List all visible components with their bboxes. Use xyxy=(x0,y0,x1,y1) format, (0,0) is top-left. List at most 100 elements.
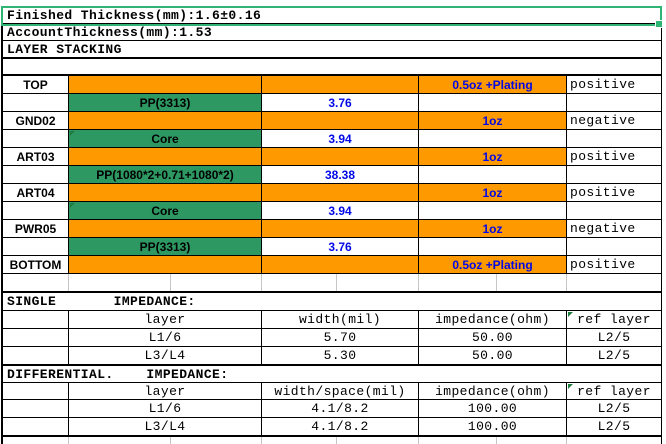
cell-differential-impedance-title[interactable]: DIFFERENTIAL. IMPEDANCE: xyxy=(3,366,661,382)
cell-empty[interactable] xyxy=(3,400,69,417)
cell-copper-layer-bar[interactable] xyxy=(69,76,262,93)
cell-copper-layer-bar[interactable] xyxy=(69,112,262,129)
cell-empty[interactable] xyxy=(3,383,69,399)
cell-finished-thickness[interactable]: Finished Thickness(mm):1.6±0.16 xyxy=(3,7,661,23)
cell-empty[interactable] xyxy=(3,166,69,183)
cell-empty[interactable] xyxy=(419,130,567,147)
cell-single-impedance-title[interactable]: SINGLE IMPEDANCE: xyxy=(3,293,661,310)
cell-layer-name[interactable]: ART04 xyxy=(3,184,69,201)
cell-ref-layer[interactable]: L2/5 xyxy=(567,329,661,346)
col-header-layer[interactable]: layer xyxy=(69,311,262,328)
cell-width[interactable]: 5.70 xyxy=(262,329,419,346)
cell-polarity[interactable]: negative xyxy=(567,220,661,237)
cell-layer-name[interactable]: TOP xyxy=(3,76,69,93)
cell-empty[interactable] xyxy=(419,166,567,183)
col-header-ref-layer[interactable]: ref layer xyxy=(567,311,661,328)
cell-layer-stacking-title[interactable]: LAYER STACKING xyxy=(3,41,661,57)
cell-copper-layer-bar[interactable] xyxy=(69,256,262,273)
cell-thickness[interactable]: 3.94 xyxy=(262,202,419,219)
cell-empty[interactable] xyxy=(567,94,661,111)
cell-layer[interactable]: L1/6 xyxy=(69,329,262,346)
cell-empty[interactable] xyxy=(497,437,567,444)
cell-polarity[interactable]: positive xyxy=(567,184,661,201)
cell-copper-weight[interactable]: 1oz xyxy=(419,112,567,129)
cell-copper-layer-bar[interactable] xyxy=(262,112,419,129)
cell-ref-layer[interactable]: L2/5 xyxy=(567,347,661,364)
col-header-impedance[interactable]: impedance(ohm) xyxy=(419,311,567,328)
selection-fill-handle[interactable] xyxy=(655,20,663,28)
cell-material[interactable]: Core xyxy=(69,202,262,219)
cell-empty[interactable] xyxy=(567,130,661,147)
cell-empty[interactable] xyxy=(3,347,69,364)
cell-empty[interactable] xyxy=(337,437,419,444)
cell-empty[interactable] xyxy=(3,274,69,291)
cell-impedance[interactable]: 50.00 xyxy=(419,347,567,364)
cell-copper-weight[interactable]: 1oz xyxy=(419,220,567,237)
cell-empty[interactable] xyxy=(419,202,567,219)
cell-empty[interactable] xyxy=(3,238,69,255)
cell-thickness[interactable]: 3.94 xyxy=(262,130,419,147)
cell-impedance[interactable]: 100.00 xyxy=(419,400,567,417)
cell-empty[interactable] xyxy=(419,437,497,444)
cell-material[interactable]: PP(1080*2+0.71+1080*2) xyxy=(69,166,262,183)
cell-copper-weight[interactable]: 1oz xyxy=(419,148,567,165)
cell-empty[interactable] xyxy=(337,274,419,291)
cell-empty[interactable] xyxy=(3,130,69,147)
cell-empty[interactable] xyxy=(3,329,69,346)
cell-width[interactable]: 5.30 xyxy=(262,347,419,364)
cell-material[interactable]: Core xyxy=(69,130,262,147)
cell-empty[interactable] xyxy=(567,437,661,444)
cell-layer-name[interactable]: GND02 xyxy=(3,112,69,129)
col-header-ref-layer[interactable]: ref layer xyxy=(567,383,661,399)
cell-empty[interactable] xyxy=(567,274,661,291)
cell-empty[interactable] xyxy=(567,202,661,219)
cell-material[interactable]: PP(3313) xyxy=(69,94,262,111)
cell-thickness[interactable]: 38.38 xyxy=(262,166,419,183)
cell-empty[interactable] xyxy=(171,274,262,291)
cell-thickness[interactable]: 3.76 xyxy=(262,94,419,111)
cell-copper-layer-bar[interactable] xyxy=(262,148,419,165)
cell-empty[interactable] xyxy=(171,437,262,444)
cell-copper-layer-bar[interactable] xyxy=(262,184,419,201)
cell-empty[interactable] xyxy=(3,94,69,111)
cell-empty[interactable] xyxy=(3,418,69,435)
cell-polarity[interactable]: positive xyxy=(567,76,661,93)
cell-empty[interactable] xyxy=(262,274,337,291)
cell-empty[interactable] xyxy=(69,274,171,291)
cell-empty[interactable] xyxy=(69,437,171,444)
cell-copper-weight[interactable]: 0.5oz +Plating xyxy=(419,256,567,273)
cell-empty[interactable] xyxy=(419,274,497,291)
cell-empty[interactable] xyxy=(419,238,567,255)
cell-copper-weight[interactable]: 0.5oz +Plating xyxy=(419,76,567,93)
cell-empty[interactable] xyxy=(262,437,337,444)
cell-empty[interactable] xyxy=(3,311,69,328)
cell-material[interactable]: PP(3313) xyxy=(69,238,262,255)
cell-copper-layer-bar[interactable] xyxy=(69,184,262,201)
col-header-layer[interactable]: layer xyxy=(69,383,262,399)
cell-impedance[interactable]: 100.00 xyxy=(419,418,567,435)
col-header-width[interactable]: width(mil) xyxy=(262,311,419,328)
cell-thickness[interactable]: 3.76 xyxy=(262,238,419,255)
cell-account-thickness[interactable]: AccountThickness(mm):1.53 xyxy=(3,24,661,40)
cell-polarity[interactable]: positive xyxy=(567,256,661,273)
cell-ref-layer[interactable]: L2/5 xyxy=(567,418,661,435)
cell-empty[interactable] xyxy=(497,274,567,291)
cell-ref-layer[interactable]: L2/5 xyxy=(567,400,661,417)
cell-copper-layer-bar[interactable] xyxy=(262,256,419,273)
cell-width-space[interactable]: 4.1/8.2 xyxy=(262,418,419,435)
cell-polarity[interactable]: negative xyxy=(567,112,661,129)
cell-layer-name[interactable]: ART03 xyxy=(3,148,69,165)
cell-empty[interactable] xyxy=(567,238,661,255)
cell-impedance[interactable]: 50.00 xyxy=(419,329,567,346)
cell-empty[interactable] xyxy=(3,59,661,74)
cell-copper-layer-bar[interactable] xyxy=(262,220,419,237)
cell-copper-layer-bar[interactable] xyxy=(69,220,262,237)
col-header-width-space[interactable]: width/space(mil) xyxy=(262,383,419,399)
cell-empty[interactable] xyxy=(3,202,69,219)
cell-layer-name[interactable]: BOTTOM xyxy=(3,256,69,273)
cell-empty[interactable] xyxy=(419,94,567,111)
cell-empty[interactable] xyxy=(567,166,661,183)
cell-empty[interactable] xyxy=(3,437,69,444)
cell-copper-layer-bar[interactable] xyxy=(69,148,262,165)
cell-polarity[interactable]: positive xyxy=(567,148,661,165)
